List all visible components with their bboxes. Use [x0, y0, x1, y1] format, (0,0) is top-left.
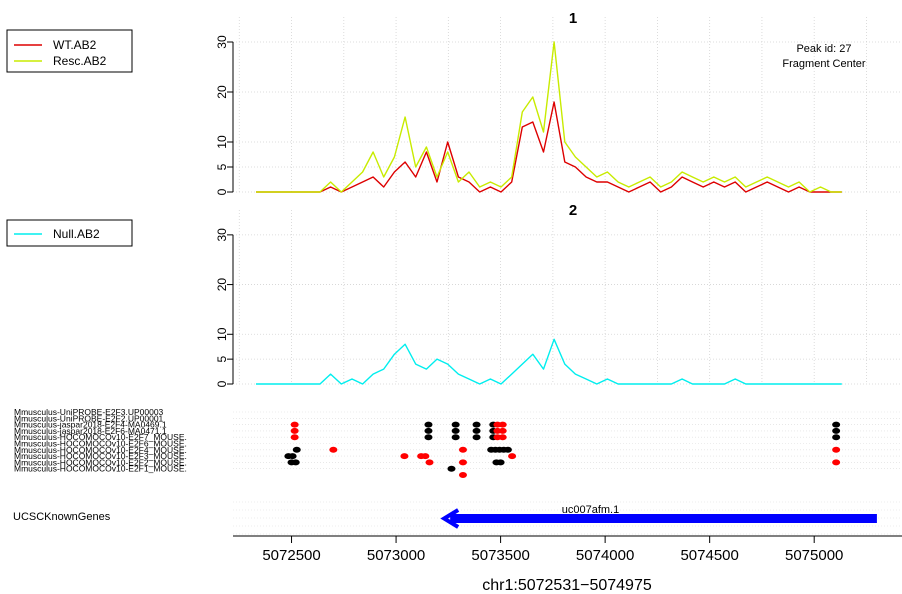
motif-hit-dot — [451, 434, 460, 441]
motif-track-dots — [284, 421, 841, 478]
motif-track-label: Mmusculus-HOCOMOCOv10-E2F2_MOUSE. — [14, 457, 187, 467]
y-tick-label: 5 — [215, 355, 229, 362]
panel-2-legend: Null.AB2 — [6, 219, 133, 247]
motif-hit-dot — [496, 459, 505, 466]
y-tick-label: 10 — [215, 327, 229, 341]
gene-track-grid — [233, 501, 902, 535]
motif-track-label: Mmusculus-HOCOMOCOv10-E2F4_MOUSE. — [14, 445, 187, 455]
motif-track-label: Mmusculus-UniPROBE-E2F2.UP00001 — [14, 413, 164, 423]
motif-hit-dot — [451, 427, 460, 434]
motif-hit-dot — [290, 434, 299, 441]
panel-2-grid — [233, 210, 902, 385]
motif-track-label: Mmusculus-UniPROBE-E2F3.UP00003 — [14, 407, 164, 417]
motif-hit-dot — [290, 421, 299, 428]
motif-hit-dot — [832, 427, 841, 434]
motif-hit-dot — [832, 421, 841, 428]
motif-hit-dot — [284, 453, 293, 460]
series-line-wt-ab2 — [256, 101, 842, 193]
gene-track-label: UCSCKnownGenes — [13, 511, 111, 523]
y-tick-label: 30 — [215, 35, 229, 49]
y-tick-label: 10 — [215, 135, 229, 149]
panel-2: 2 0 5 10 20 30 Null.AB2 — [6, 202, 902, 387]
y-tick-label: 30 — [215, 228, 229, 242]
x-tick-label: 5074000 — [576, 547, 634, 564]
series-line-null-ab2 — [256, 338, 842, 385]
gene-track: UCSCKnownGenes uc007afm.1 — [13, 501, 902, 535]
gene-feature — [440, 508, 877, 529]
motif-track-label: Mmusculus-HOCOMOCOv10-E2F3_MOUSE. — [14, 451, 187, 461]
motif-hit-dot — [503, 446, 512, 453]
gene-name-label: uc007afm.1 — [562, 504, 619, 516]
panel-1-y-axis: 0 5 10 20 30 — [215, 35, 234, 195]
x-tick-label: 5073500 — [471, 547, 529, 564]
motif-hit-dot — [832, 434, 841, 441]
motif-hit-dot — [329, 446, 338, 453]
motif-hit-dot — [424, 434, 433, 441]
motif-hit-dot — [498, 427, 507, 434]
x-axis: 5072500 5073000 5073500 5074000 5074500 50750… — [233, 535, 902, 594]
x-tick-label: 5074500 — [680, 547, 738, 564]
motif-hit-dot — [458, 472, 467, 478]
x-axis-label: chr1:5072531−5074975 — [482, 577, 652, 594]
motif-track-labels: Mmusculus-UniPROBE-E2F3.UP00003Mmusculus… — [14, 407, 187, 474]
panel-2-series — [256, 338, 842, 385]
x-tick-label: 5075000 — [785, 547, 843, 564]
motif-track: Mmusculus-UniPROBE-E2F3.UP00003Mmusculus… — [14, 407, 902, 478]
y-tick-label: 20 — [215, 85, 229, 99]
gene-strand-arrow — [440, 508, 460, 529]
motif-hit-dot — [472, 421, 481, 428]
panel-1-title: 1 — [569, 10, 577, 27]
panel-1-legend: WT.AB2 Resc.AB2 — [6, 29, 133, 73]
legend-label-wt: WT.AB2 — [53, 38, 97, 52]
legend-label-resc: Resc.AB2 — [53, 54, 107, 68]
legend-label-null: Null.AB2 — [53, 227, 100, 241]
panel-2-title: 2 — [569, 202, 577, 219]
gene-body — [450, 514, 877, 523]
y-tick-label: 0 — [215, 188, 229, 195]
motif-hit-dot — [458, 446, 467, 453]
panel-1-grid — [233, 17, 902, 193]
motif-hit-dot — [472, 427, 481, 434]
panel-1: 1 0 5 10 20 30 Peak id: 27 Fragment Center W… — [6, 10, 902, 195]
peak-id-annotation: Peak id: 27 — [796, 43, 851, 55]
motif-hit-dot — [421, 453, 430, 460]
fragment-center-annotation: Fragment Center — [782, 58, 865, 70]
legend-box — [6, 29, 133, 73]
motif-hit-dot — [447, 465, 456, 472]
motif-hit-dot — [472, 434, 481, 441]
motif-hit-dot — [498, 434, 507, 441]
motif-hit-dot — [498, 421, 507, 428]
motif-hit-dot — [292, 446, 301, 453]
motif-track-label: Mmusculus-jaspar2018-E2F6-MA0471.1 — [14, 426, 167, 436]
motif-track-grid — [233, 411, 902, 470]
legend-box — [6, 219, 133, 247]
y-tick-label: 0 — [215, 380, 229, 387]
motif-hit-dot — [400, 453, 409, 460]
motif-hit-dot — [425, 459, 434, 466]
x-tick-label: 5073000 — [367, 547, 425, 564]
motif-hit-dot — [832, 459, 841, 466]
x-axis-ticks: 5072500 5073000 5073500 5074000 5074500 50750… — [262, 536, 843, 564]
motif-hit-dot — [451, 421, 460, 428]
motif-hit-dot — [508, 453, 517, 460]
motif-hit-dot — [424, 427, 433, 434]
y-tick-label: 5 — [215, 163, 229, 170]
motif-track-label: Mmusculus-jaspar2018-E2F4-MA0469.1 — [14, 420, 167, 430]
y-tick-label: 20 — [215, 278, 229, 292]
motif-hit-dot — [832, 446, 841, 453]
panel-1-series — [256, 41, 842, 193]
panel-2-y-axis: 0 5 10 20 30 — [215, 228, 234, 387]
x-tick-label: 5072500 — [262, 547, 320, 564]
motif-track-label: Mmusculus-HOCOMOCOv10-E2F7_MOUSE. — [14, 432, 187, 442]
motif-track-label: Mmusculus-HOCOMOCOv10-E2F6_MOUSE. — [14, 439, 187, 449]
motif-hit-dot — [424, 421, 433, 428]
series-line-resc-ab2 — [256, 41, 842, 193]
motif-hit-dot — [290, 427, 299, 434]
motif-hit-dot — [291, 459, 300, 466]
motif-hit-dot — [458, 459, 467, 466]
motif-track-label: Mmusculus-HOCOMOCOv10-E2F1_MOUSE. — [14, 464, 187, 474]
